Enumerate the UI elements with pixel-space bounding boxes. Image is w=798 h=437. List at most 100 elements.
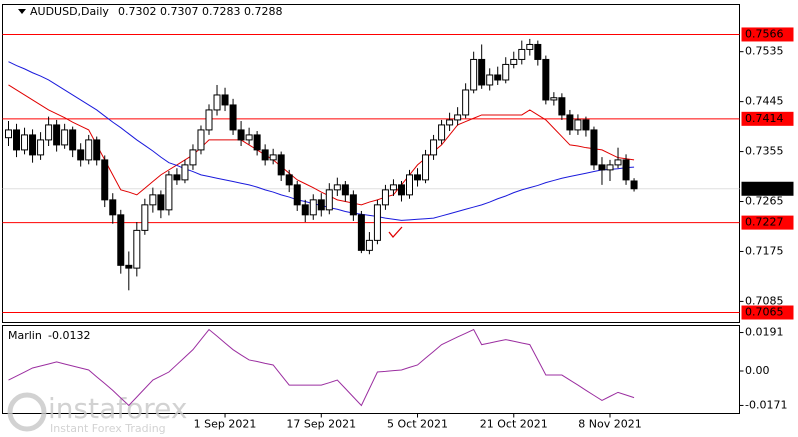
- candle-body: [165, 174, 173, 211]
- candle-body: [133, 229, 141, 269]
- candle-body: [29, 134, 37, 156]
- x-tick-label: 8 Nov 2021: [578, 418, 641, 431]
- level-label-bg: [741, 27, 794, 42]
- candle-body: [141, 204, 149, 231]
- candle-body: [309, 199, 317, 216]
- candle-body: [558, 97, 566, 116]
- candle-body: [213, 94, 221, 111]
- candle-body: [77, 149, 85, 161]
- candle-body: [365, 239, 373, 251]
- candle-body: [205, 109, 213, 131]
- candle-body: [534, 43, 542, 60]
- candle-body: [357, 214, 365, 251]
- candle-body: [397, 184, 405, 196]
- x-tick-label: 17 Sep 2021: [286, 418, 356, 431]
- candle-body: [526, 43, 534, 50]
- candle-body: [269, 154, 277, 161]
- symbol-label: AUDUSD,Daily: [30, 5, 109, 18]
- level-label: 0.7414: [745, 112, 784, 125]
- candle-body: [101, 159, 109, 201]
- watermark: instaforex Instant Forex Trading: [7, 392, 187, 435]
- x-tick-label: 1 Sep 2021: [194, 418, 257, 431]
- candle-body: [197, 129, 205, 151]
- candle-body: [518, 48, 526, 60]
- current-price-bg: [741, 181, 794, 196]
- candle-body: [622, 159, 630, 181]
- level-label-bg: [741, 305, 794, 320]
- candle-body: [494, 74, 502, 81]
- candle-body: [149, 194, 157, 206]
- x-tick-label: 5 Oct 2021: [387, 418, 448, 431]
- candle-body: [285, 174, 293, 186]
- header-low: 0.7283: [202, 5, 241, 18]
- candle-body: [277, 154, 285, 176]
- candle-body: [574, 119, 582, 131]
- header-high: 0.7307: [160, 5, 199, 18]
- candle-body: [21, 134, 29, 151]
- candle-body: [221, 94, 229, 106]
- candle-body: [93, 139, 101, 161]
- watermark-logo: [7, 392, 47, 432]
- candle-body: [381, 189, 389, 206]
- main-pane: [2, 4, 740, 323]
- candle-body: [301, 204, 309, 216]
- candle-body: [486, 74, 494, 86]
- candle-body: [430, 139, 438, 156]
- watermark-brand: instaforex: [48, 392, 187, 425]
- indicator-title: Marlin: [8, 329, 42, 342]
- candle-body: [181, 164, 189, 181]
- moving-average: [8, 84, 635, 206]
- candle-body: [614, 159, 622, 166]
- level-label-bg: [741, 215, 794, 230]
- candle-body: [85, 139, 93, 161]
- candle-body: [438, 124, 446, 141]
- candle-body: [598, 164, 606, 171]
- candle-body: [333, 184, 341, 191]
- candle-body: [253, 134, 261, 151]
- candle-body: [414, 174, 422, 181]
- candle-body: [13, 129, 21, 151]
- y-tick-label: 0.7445: [745, 95, 784, 108]
- indicator-y-tick-label: 0.00: [745, 364, 770, 377]
- indicator-last-value: -0.0132: [48, 329, 90, 342]
- candle-body: [293, 184, 301, 206]
- candle-body: [189, 149, 197, 166]
- candle-body: [173, 174, 181, 181]
- check-annotation: [388, 226, 403, 239]
- y-tick-label: 0.7355: [745, 145, 784, 158]
- candle-body: [470, 58, 478, 91]
- candle-body: [349, 194, 357, 216]
- watermark-tagline: Instant Forex Trading: [50, 422, 166, 435]
- candle-body: [317, 199, 325, 211]
- candle-body: [373, 204, 381, 241]
- candle-body: [229, 104, 237, 131]
- candle-body: [45, 124, 53, 141]
- header-open: 0.7302: [118, 5, 157, 18]
- y-tick-label: 0.7535: [745, 45, 784, 58]
- candle-body: [37, 139, 45, 156]
- candle-body: [125, 264, 133, 269]
- candle-body: [53, 124, 61, 146]
- candle-body: [550, 97, 558, 101]
- candle-body: [606, 164, 614, 171]
- candle-body: [446, 119, 454, 126]
- level-label: 0.7065: [745, 306, 784, 319]
- candle-body: [261, 149, 269, 161]
- candle-body: [117, 214, 125, 266]
- indicator-pane: [2, 325, 740, 414]
- indicator-line: [8, 328, 635, 407]
- y-tick-label: 0.7085: [745, 294, 784, 307]
- candle-body: [389, 184, 397, 191]
- candle-body: [502, 63, 510, 81]
- candle-body: [462, 89, 470, 116]
- y-tick-label: 0.7265: [745, 195, 784, 208]
- candle-body: [478, 58, 486, 86]
- candle-body: [157, 194, 165, 211]
- current-price-label: 0.7288: [745, 182, 784, 195]
- candle-body: [630, 180, 638, 190]
- candle-body: [245, 134, 253, 141]
- candle-body: [109, 199, 117, 216]
- menu-arrow: [18, 9, 26, 14]
- header-close: 0.7288: [244, 5, 283, 18]
